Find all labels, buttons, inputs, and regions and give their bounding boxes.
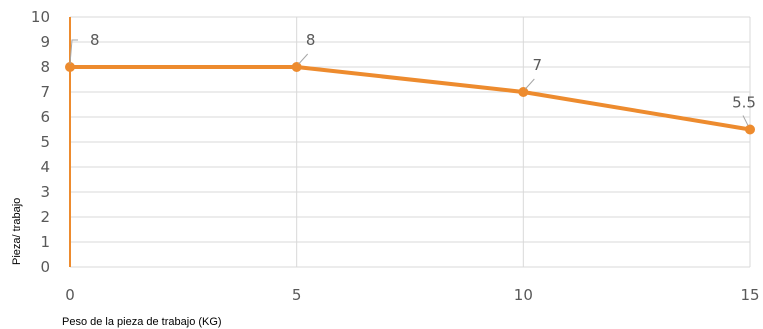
data-labels: 8 8 7 5.5	[69, 31, 756, 126]
y-tick-label: 3	[40, 183, 50, 201]
y-tick-label: 6	[40, 108, 50, 126]
x-tick-label: 0	[65, 286, 75, 304]
x-tick-label: 5	[292, 286, 302, 304]
data-point	[745, 124, 755, 135]
grid	[69, 16, 751, 268]
y-tick-label: 8	[40, 58, 50, 76]
data-label-leader	[524, 78, 535, 90]
y-axis-ticks: 0 1 2 3 4 5 6 7 8 9 10	[31, 8, 50, 276]
y-tick-label: 4	[40, 158, 50, 176]
x-axis-title: Peso de la pieza de trabajo (KG)	[62, 316, 222, 328]
y-tick-label: 9	[40, 33, 50, 51]
data-label-leader	[742, 115, 749, 126]
data-point	[518, 87, 529, 97]
y-tick-label: 1	[40, 233, 50, 251]
data-point	[65, 62, 75, 72]
data-label: 8	[90, 31, 100, 49]
y-tick-label: 0	[40, 258, 50, 276]
series-line-0	[68, 65, 752, 132]
x-axis-ticks: 0 5 10 15	[65, 286, 759, 304]
x-tick-label: 15	[740, 286, 759, 304]
series	[65, 17, 755, 267]
y-axis-title: Pieza/ trabajo	[11, 198, 23, 265]
y-tick-label: 10	[31, 8, 50, 26]
data-label-leader	[298, 53, 309, 65]
data-label: 8	[306, 31, 316, 49]
y-tick-label: 2	[40, 208, 50, 226]
data-label-leader	[69, 39, 78, 65]
data-label: 7	[533, 56, 543, 74]
y-tick-label: 5	[40, 133, 50, 151]
x-tick-label: 10	[514, 286, 533, 304]
data-label: 5.5	[732, 94, 756, 112]
y-tick-label: 7	[40, 83, 50, 101]
data-point	[291, 62, 302, 72]
